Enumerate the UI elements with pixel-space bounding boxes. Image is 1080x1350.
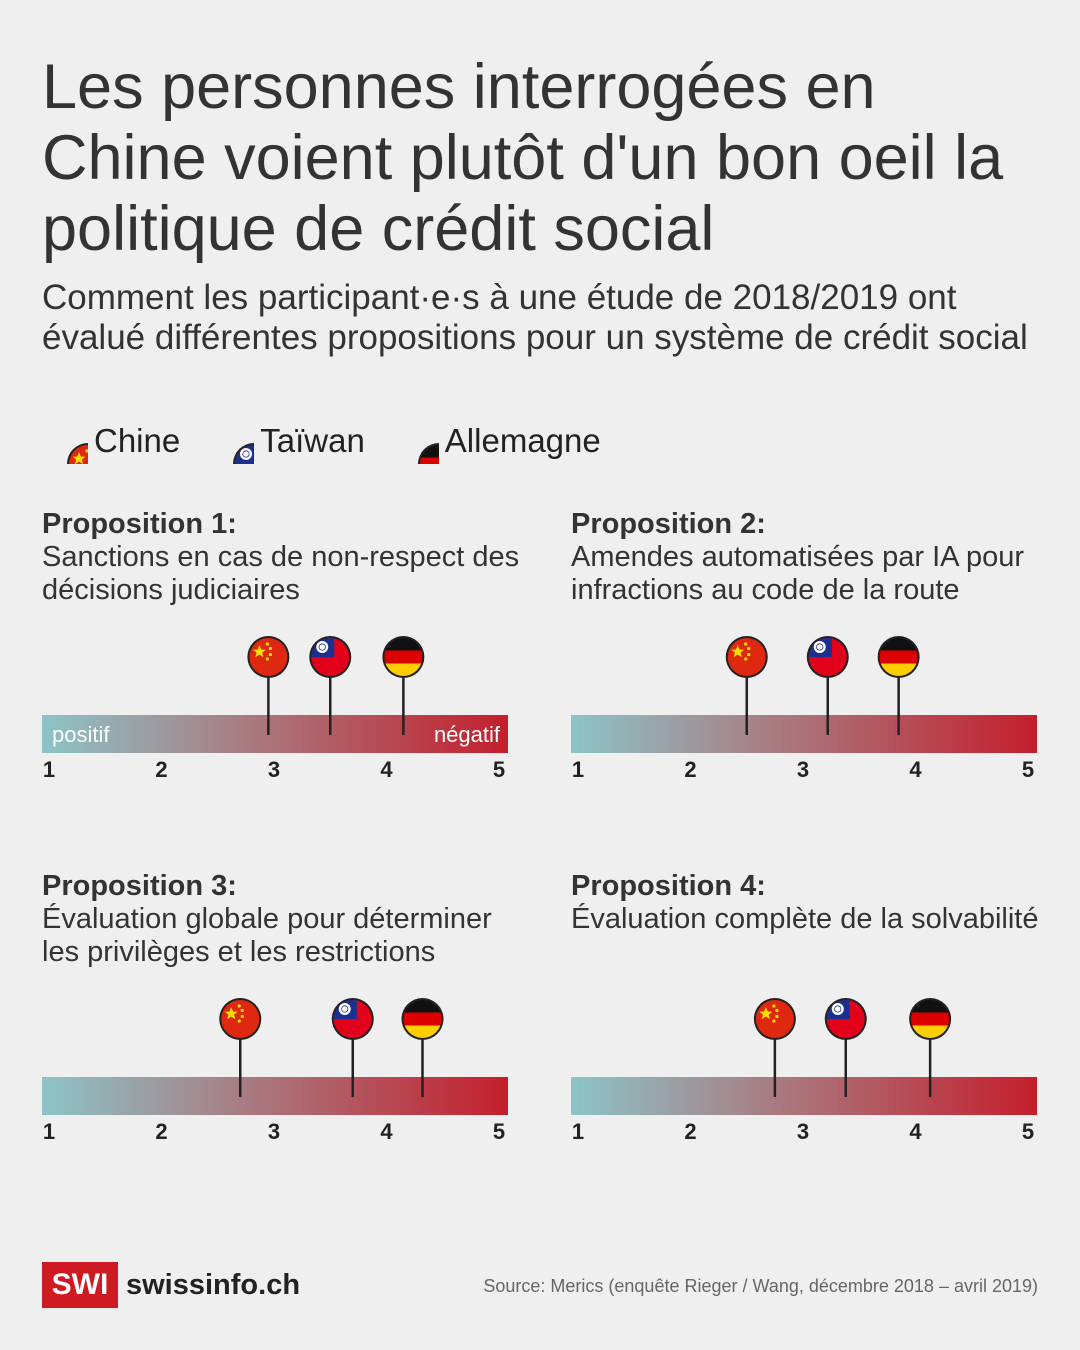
proposition-description: Évaluation globale pour déterminer les p…	[42, 903, 492, 968]
source-note: Source: Merics (enquête Rieger / Wang, d…	[483, 1276, 1038, 1296]
proposition-panel-4: Proposition 4: Évaluation complète de la…	[571, 870, 1051, 1160]
tick-label: 1	[572, 757, 584, 782]
marker-germany	[878, 636, 920, 735]
tick-label: 3	[268, 1119, 280, 1144]
tick-label: 4	[380, 1119, 393, 1144]
scale-bar	[42, 715, 508, 753]
marker-china	[725, 636, 768, 735]
taiwan-flag-icon	[208, 418, 254, 464]
legend-label: Chine	[94, 422, 181, 459]
tick-label: 3	[797, 1119, 809, 1144]
legend-label: Allemagne	[444, 422, 601, 459]
scale-bar	[571, 1077, 1037, 1115]
china-flag-icon	[42, 418, 88, 464]
china-flag-icon	[219, 998, 262, 1040]
tick-label: 1	[572, 1119, 584, 1144]
footer-brand: SWI swissinfo.ch	[42, 1262, 300, 1308]
rating-scale: 1 2 3 4 5	[571, 998, 1037, 1144]
china-flag-icon	[753, 998, 796, 1040]
proposition-title: Proposition 3:	[42, 870, 237, 902]
marker-china	[219, 998, 262, 1097]
proposition-title: Proposition 1:	[42, 508, 237, 540]
legend: Chine Taïwan Allemagne	[42, 418, 629, 464]
rating-scale: positif négatif 1 2 3 4 5	[42, 636, 508, 782]
marker-germany	[909, 998, 951, 1097]
germany-flag-icon	[393, 418, 439, 464]
scale-bar	[571, 715, 1037, 753]
marker-china	[753, 998, 796, 1097]
tick-label: 5	[493, 1119, 505, 1144]
page-title: Les personnes interrogées en Chine voien…	[42, 52, 1004, 264]
china-flag-icon	[725, 636, 768, 678]
rating-scale: 1 2 3 4 5	[571, 636, 1037, 782]
scale-label-positive: positif	[52, 722, 110, 747]
tick-label: 1	[43, 1119, 55, 1144]
tick-label: 2	[155, 757, 167, 782]
legend-label: Taïwan	[260, 422, 365, 459]
germany-flag-icon	[402, 998, 444, 1040]
tick-label: 3	[268, 757, 280, 782]
tick-label: 1	[43, 757, 55, 782]
brand-name: swissinfo.ch	[126, 1268, 301, 1301]
taiwan-flag-icon	[332, 998, 374, 1040]
proposition-title: Proposition 4:	[571, 870, 766, 902]
proposition-panel-2: Proposition 2: Amendes automatisées par …	[571, 508, 1051, 798]
tick-label: 5	[1022, 1119, 1034, 1144]
tick-label: 4	[909, 1119, 922, 1144]
germany-flag-icon	[382, 636, 424, 678]
tick-label: 2	[684, 1119, 696, 1144]
marker-taiwan	[309, 636, 351, 735]
china-flag-icon	[247, 636, 290, 678]
tick-label: 2	[684, 757, 696, 782]
proposition-panel-1: Proposition 1: Sanctions en cas de non-r…	[42, 508, 522, 798]
marker-taiwan	[332, 998, 374, 1097]
tick-label: 2	[155, 1119, 167, 1144]
page-subtitle: Comment les participant·e·s à une étude …	[42, 278, 1028, 357]
rating-scale: 1 2 3 4 5	[42, 998, 508, 1144]
tick-label: 3	[797, 757, 809, 782]
tick-label: 4	[909, 757, 922, 782]
legend-item-china: Chine	[42, 418, 180, 464]
legend-item-taiwan: Taïwan	[208, 418, 365, 464]
tick-label: 4	[380, 757, 393, 782]
swi-logo: SWI	[42, 1262, 118, 1308]
marker-germany	[382, 636, 424, 735]
scale-bar	[42, 1077, 508, 1115]
taiwan-flag-icon	[825, 998, 867, 1040]
proposition-description: Amendes automatisées par IA pour infract…	[571, 541, 1024, 606]
marker-taiwan	[807, 636, 849, 735]
marker-germany	[402, 998, 444, 1097]
scale-label-negative: négatif	[434, 722, 501, 747]
proposition-description: Évaluation complète de la solvabilité	[571, 903, 1039, 935]
marker-taiwan	[825, 998, 867, 1097]
marker-china	[247, 636, 290, 735]
taiwan-flag-icon	[309, 636, 351, 678]
proposition-panel-3: Proposition 3: Évaluation globale pour d…	[42, 870, 522, 1160]
proposition-title: Proposition 2:	[571, 508, 766, 540]
legend-item-germany: Allemagne	[393, 418, 601, 464]
tick-label: 5	[1022, 757, 1034, 782]
tick-label: 5	[493, 757, 505, 782]
germany-flag-icon	[909, 998, 951, 1040]
germany-flag-icon	[878, 636, 920, 678]
taiwan-flag-icon	[807, 636, 849, 678]
proposition-description: Sanctions en cas de non-respect des déci…	[42, 541, 520, 606]
